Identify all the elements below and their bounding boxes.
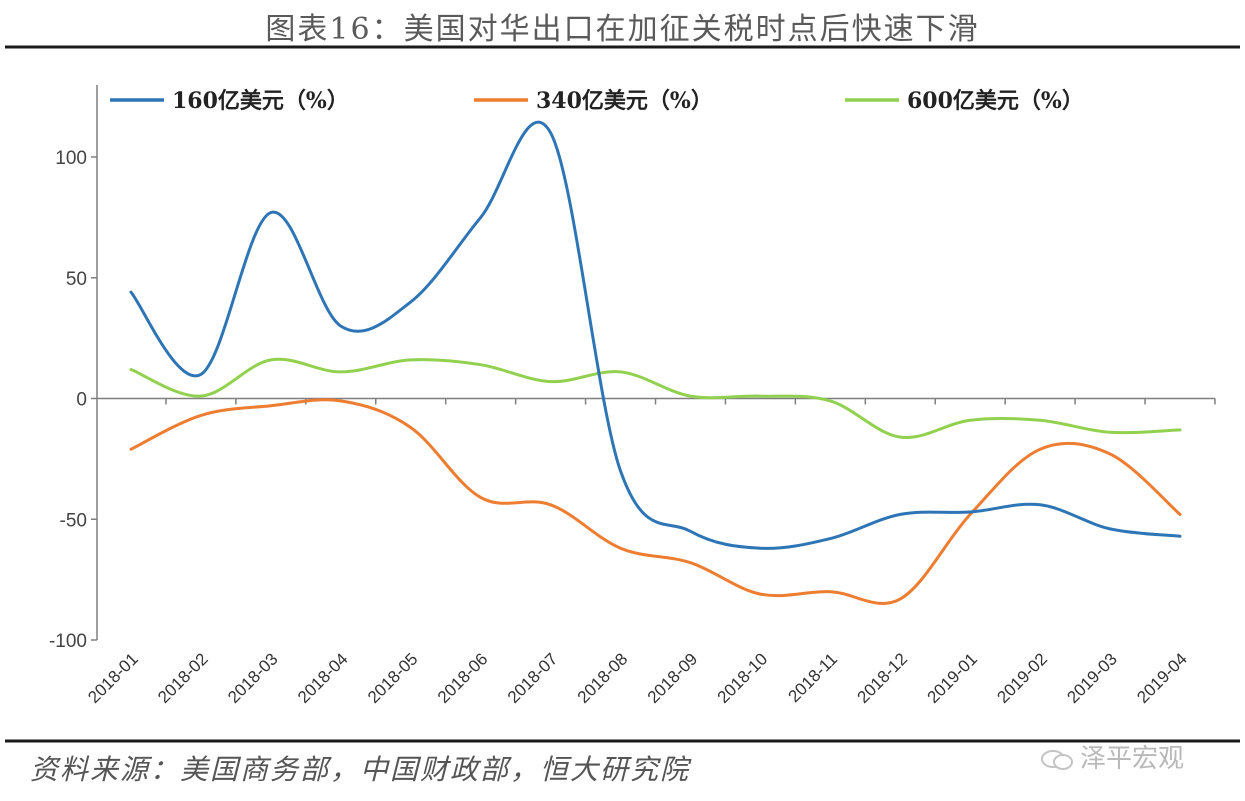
y-tick-label: 0 xyxy=(76,390,87,411)
x-tick-label: 2018-02 xyxy=(154,649,212,707)
x-tick-label: 2018-10 xyxy=(714,649,772,707)
source-note: 资料来源：美国商务部，中国财政部，恒大研究院 xyxy=(30,753,691,786)
x-tick-label: 2018-08 xyxy=(574,649,632,707)
watermark-text: 泽平宏观 xyxy=(1080,744,1185,774)
series-line-2 xyxy=(129,398,1182,605)
y-tick-label: 50 xyxy=(66,269,87,290)
legend: 160亿美元（%） 340亿美元（%） 600亿美元（%） xyxy=(110,88,1084,114)
x-tick-label: 2018-11 xyxy=(784,649,841,706)
x-tick-label: 2018-05 xyxy=(364,649,422,707)
series-line-3 xyxy=(129,357,1182,439)
x-tick-label: 2019-04 xyxy=(1133,649,1191,707)
x-tick-label: 2018-12 xyxy=(854,649,912,707)
x-tick-label: 2018-09 xyxy=(644,649,702,707)
y-tick-label: -50 xyxy=(60,510,87,531)
x-tick-label: 2018-06 xyxy=(434,649,492,707)
chart-title: 图表16：美国对华出口在加征关税时点后快速下滑 xyxy=(265,12,980,47)
x-tick-label: 2019-01 xyxy=(923,649,981,707)
wechat-icon xyxy=(1041,749,1073,770)
x-tick-label: 2019-02 xyxy=(993,649,1051,707)
watermark: 泽平宏观 xyxy=(1040,738,1184,775)
x-tick-label: 2018-01 xyxy=(84,649,142,707)
x-tick-label: 2019-03 xyxy=(1063,649,1121,707)
legend-label-2: 340亿美元（%） xyxy=(536,88,713,114)
series-lines xyxy=(129,120,1182,605)
y-tick-label: 100 xyxy=(55,148,87,169)
y-tick-label: -100 xyxy=(49,631,87,652)
x-tick-label: 2018-04 xyxy=(294,649,352,707)
legend-label-3: 600亿美元（%） xyxy=(907,88,1084,114)
legend-label-1: 160亿美元（%） xyxy=(172,88,349,114)
series-line-1 xyxy=(129,120,1182,550)
x-tick-label: 2018-07 xyxy=(504,649,562,707)
x-tick-label: 2018-03 xyxy=(224,649,282,707)
